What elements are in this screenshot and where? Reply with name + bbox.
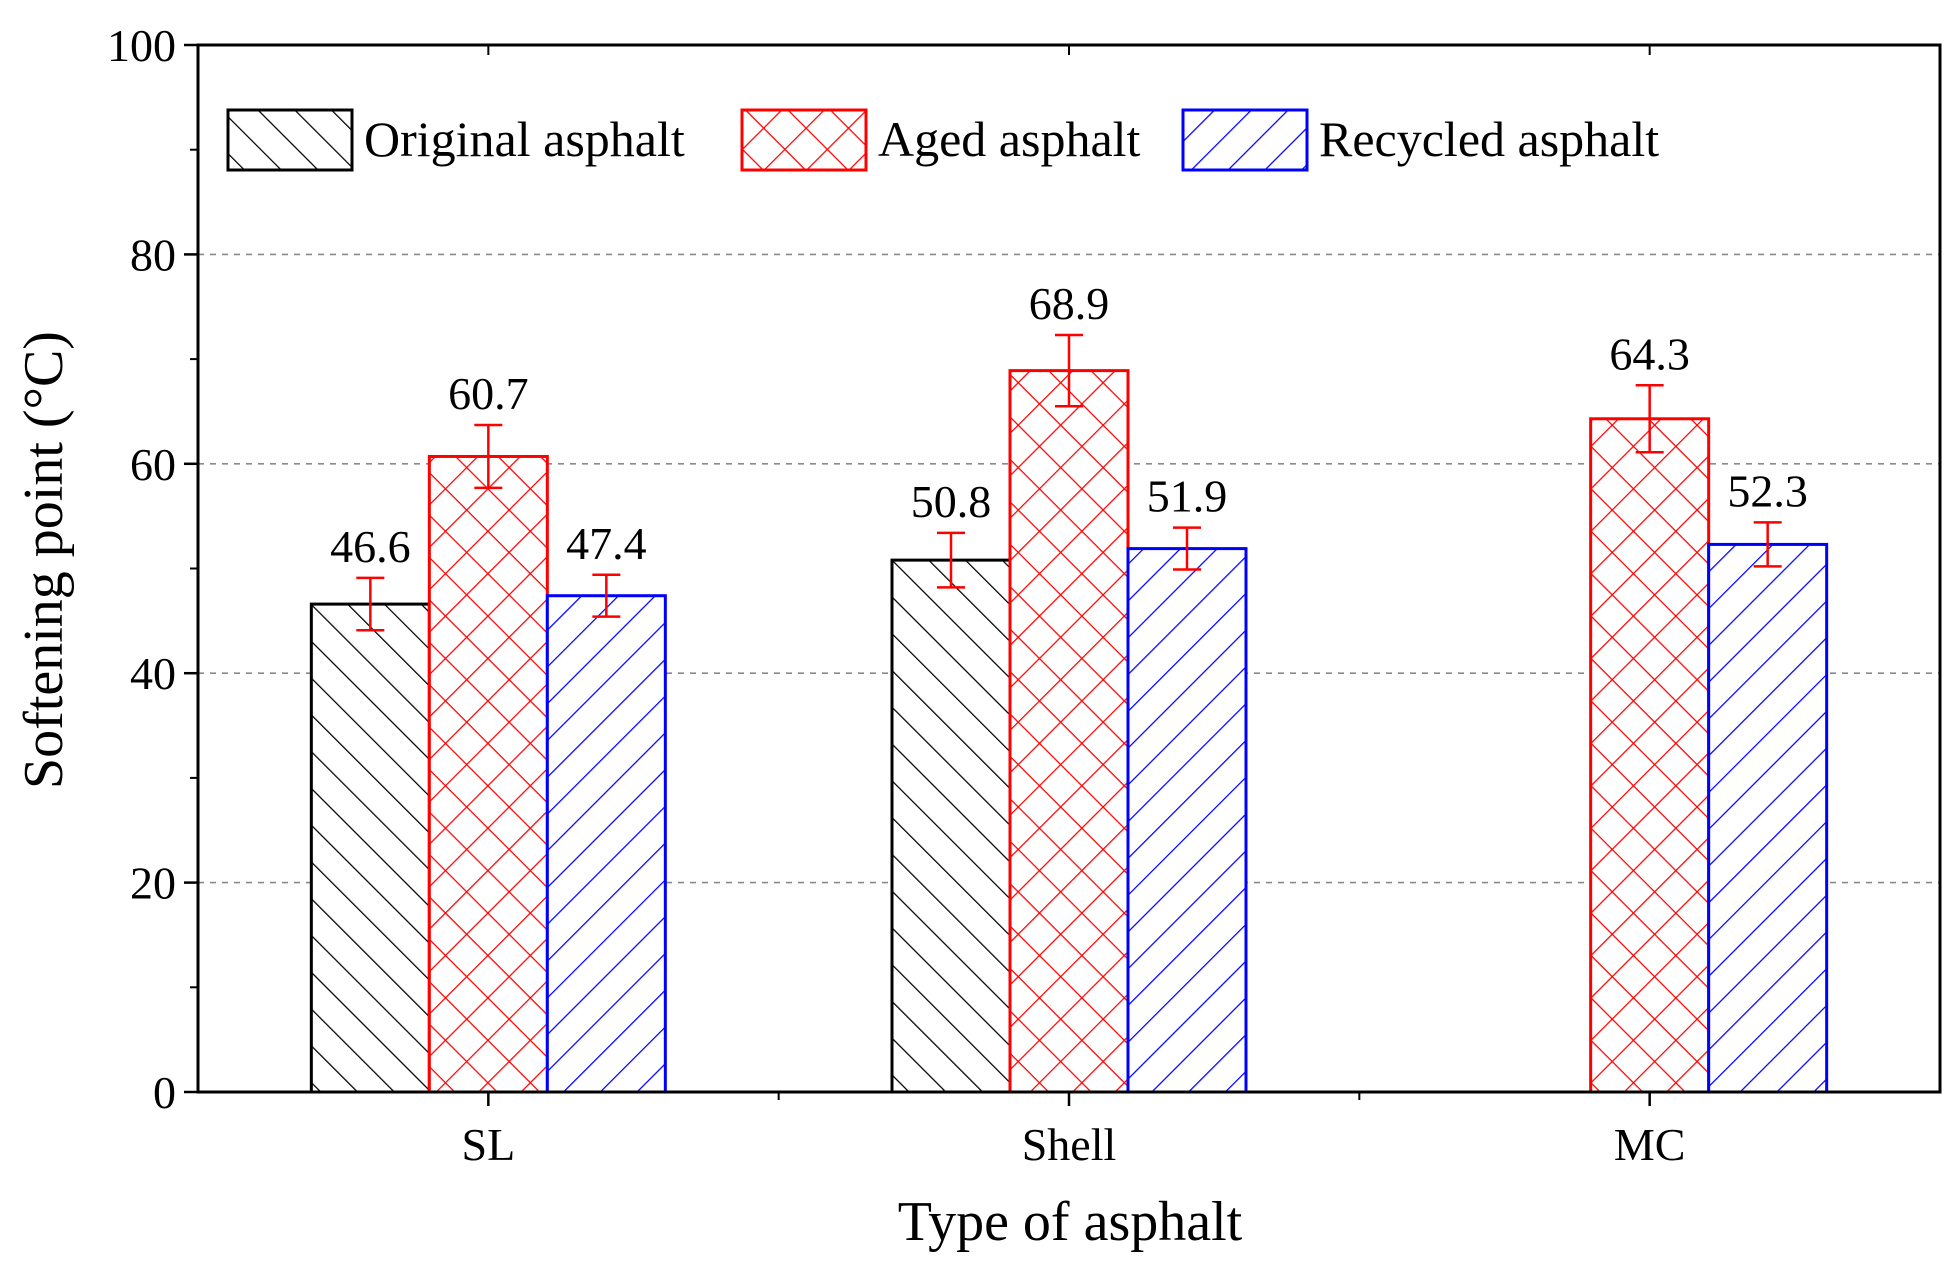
data-label: 64.3 bbox=[1609, 328, 1690, 379]
y-tick-label: 40 bbox=[130, 648, 176, 699]
data-label: 51.9 bbox=[1147, 471, 1228, 522]
y-tick-label: 0 bbox=[153, 1067, 176, 1118]
bars bbox=[309, 369, 1829, 1094]
data-label: 46.6 bbox=[330, 521, 411, 572]
y-tick-label: 60 bbox=[130, 439, 176, 490]
y-axis-title: Softening point (°C) bbox=[13, 331, 75, 789]
bar-aged-asphalt-sl bbox=[427, 454, 549, 1094]
bar-original-asphalt-shell bbox=[890, 558, 1012, 1094]
legend-swatch-original-asphalt bbox=[226, 108, 354, 172]
bar-aged-asphalt-mc bbox=[1589, 417, 1711, 1094]
axes: 0 20 40 60 80 100 SL Shell MC bbox=[107, 20, 1942, 1170]
legend-swatch-aged-asphalt bbox=[740, 108, 868, 172]
bar-recycled-asphalt-shell bbox=[1126, 547, 1248, 1094]
data-label: 52.3 bbox=[1727, 465, 1808, 516]
error-bars bbox=[356, 333, 1782, 632]
data-label: 60.7 bbox=[448, 368, 529, 419]
y-tick-label: 20 bbox=[130, 858, 176, 909]
data-label: 50.8 bbox=[911, 476, 992, 527]
y-tick-label: 100 bbox=[107, 20, 176, 71]
x-tick-label: Shell bbox=[1022, 1119, 1117, 1170]
data-labels: 46.6 50.8 60.7 68.9 64.3 47.4 51.9 52.3 bbox=[330, 278, 1808, 572]
legend-label-recycled-asphalt: Recycled asphalt bbox=[1319, 111, 1659, 167]
x-tick-label: SL bbox=[461, 1119, 515, 1170]
legend-swatch-recycled-asphalt bbox=[1181, 108, 1309, 172]
data-label: 47.4 bbox=[566, 518, 647, 569]
data-label: 68.9 bbox=[1029, 278, 1110, 329]
bar-original-asphalt-sl bbox=[309, 602, 431, 1094]
legend-label-aged-asphalt: Aged asphalt bbox=[878, 111, 1141, 167]
bar-recycled-asphalt-mc bbox=[1707, 542, 1829, 1094]
x-axis-title: Type of asphalt bbox=[898, 1191, 1243, 1253]
legend-label-original-asphalt: Original asphalt bbox=[364, 111, 685, 167]
bar-aged-asphalt-shell bbox=[1008, 369, 1130, 1094]
y-tick-label: 80 bbox=[130, 229, 176, 280]
x-tick-label: MC bbox=[1614, 1119, 1686, 1170]
legend: Original asphalt Aged asphalt Recycled asp… bbox=[226, 108, 1659, 172]
bar-recycled-asphalt-sl bbox=[545, 594, 667, 1094]
